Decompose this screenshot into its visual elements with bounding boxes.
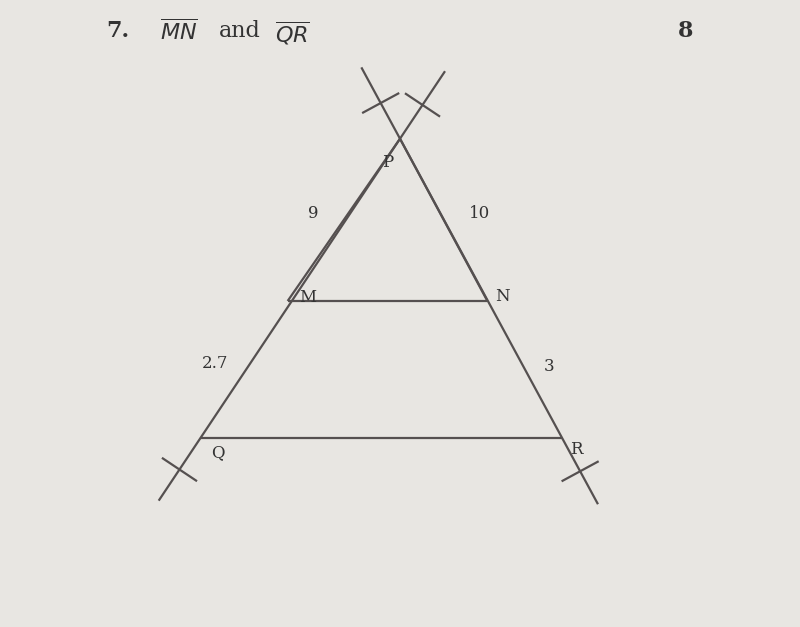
Text: P: P (382, 154, 393, 171)
Text: N: N (495, 288, 510, 305)
Text: 2.7: 2.7 (202, 355, 228, 372)
Text: $\overline{MN}$: $\overline{MN}$ (160, 20, 198, 45)
Text: M: M (299, 290, 316, 307)
Text: 9: 9 (308, 205, 319, 222)
Text: Q: Q (211, 445, 225, 461)
Text: $\overline{QR}$: $\overline{QR}$ (275, 20, 310, 48)
Text: 7.: 7. (106, 20, 130, 42)
Text: and: and (219, 20, 261, 42)
Text: 10: 10 (469, 205, 490, 222)
Text: 3: 3 (543, 358, 554, 375)
Text: R: R (570, 441, 582, 458)
Text: 8: 8 (678, 20, 694, 42)
